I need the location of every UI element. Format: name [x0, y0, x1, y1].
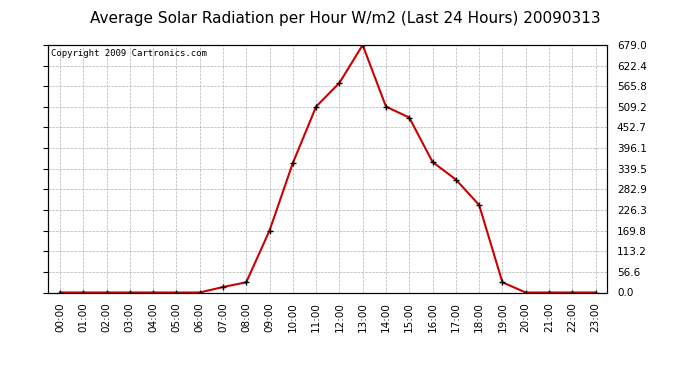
Text: Average Solar Radiation per Hour W/m2 (Last 24 Hours) 20090313: Average Solar Radiation per Hour W/m2 (L…: [90, 11, 600, 26]
Text: Copyright 2009 Cartronics.com: Copyright 2009 Cartronics.com: [51, 49, 207, 58]
